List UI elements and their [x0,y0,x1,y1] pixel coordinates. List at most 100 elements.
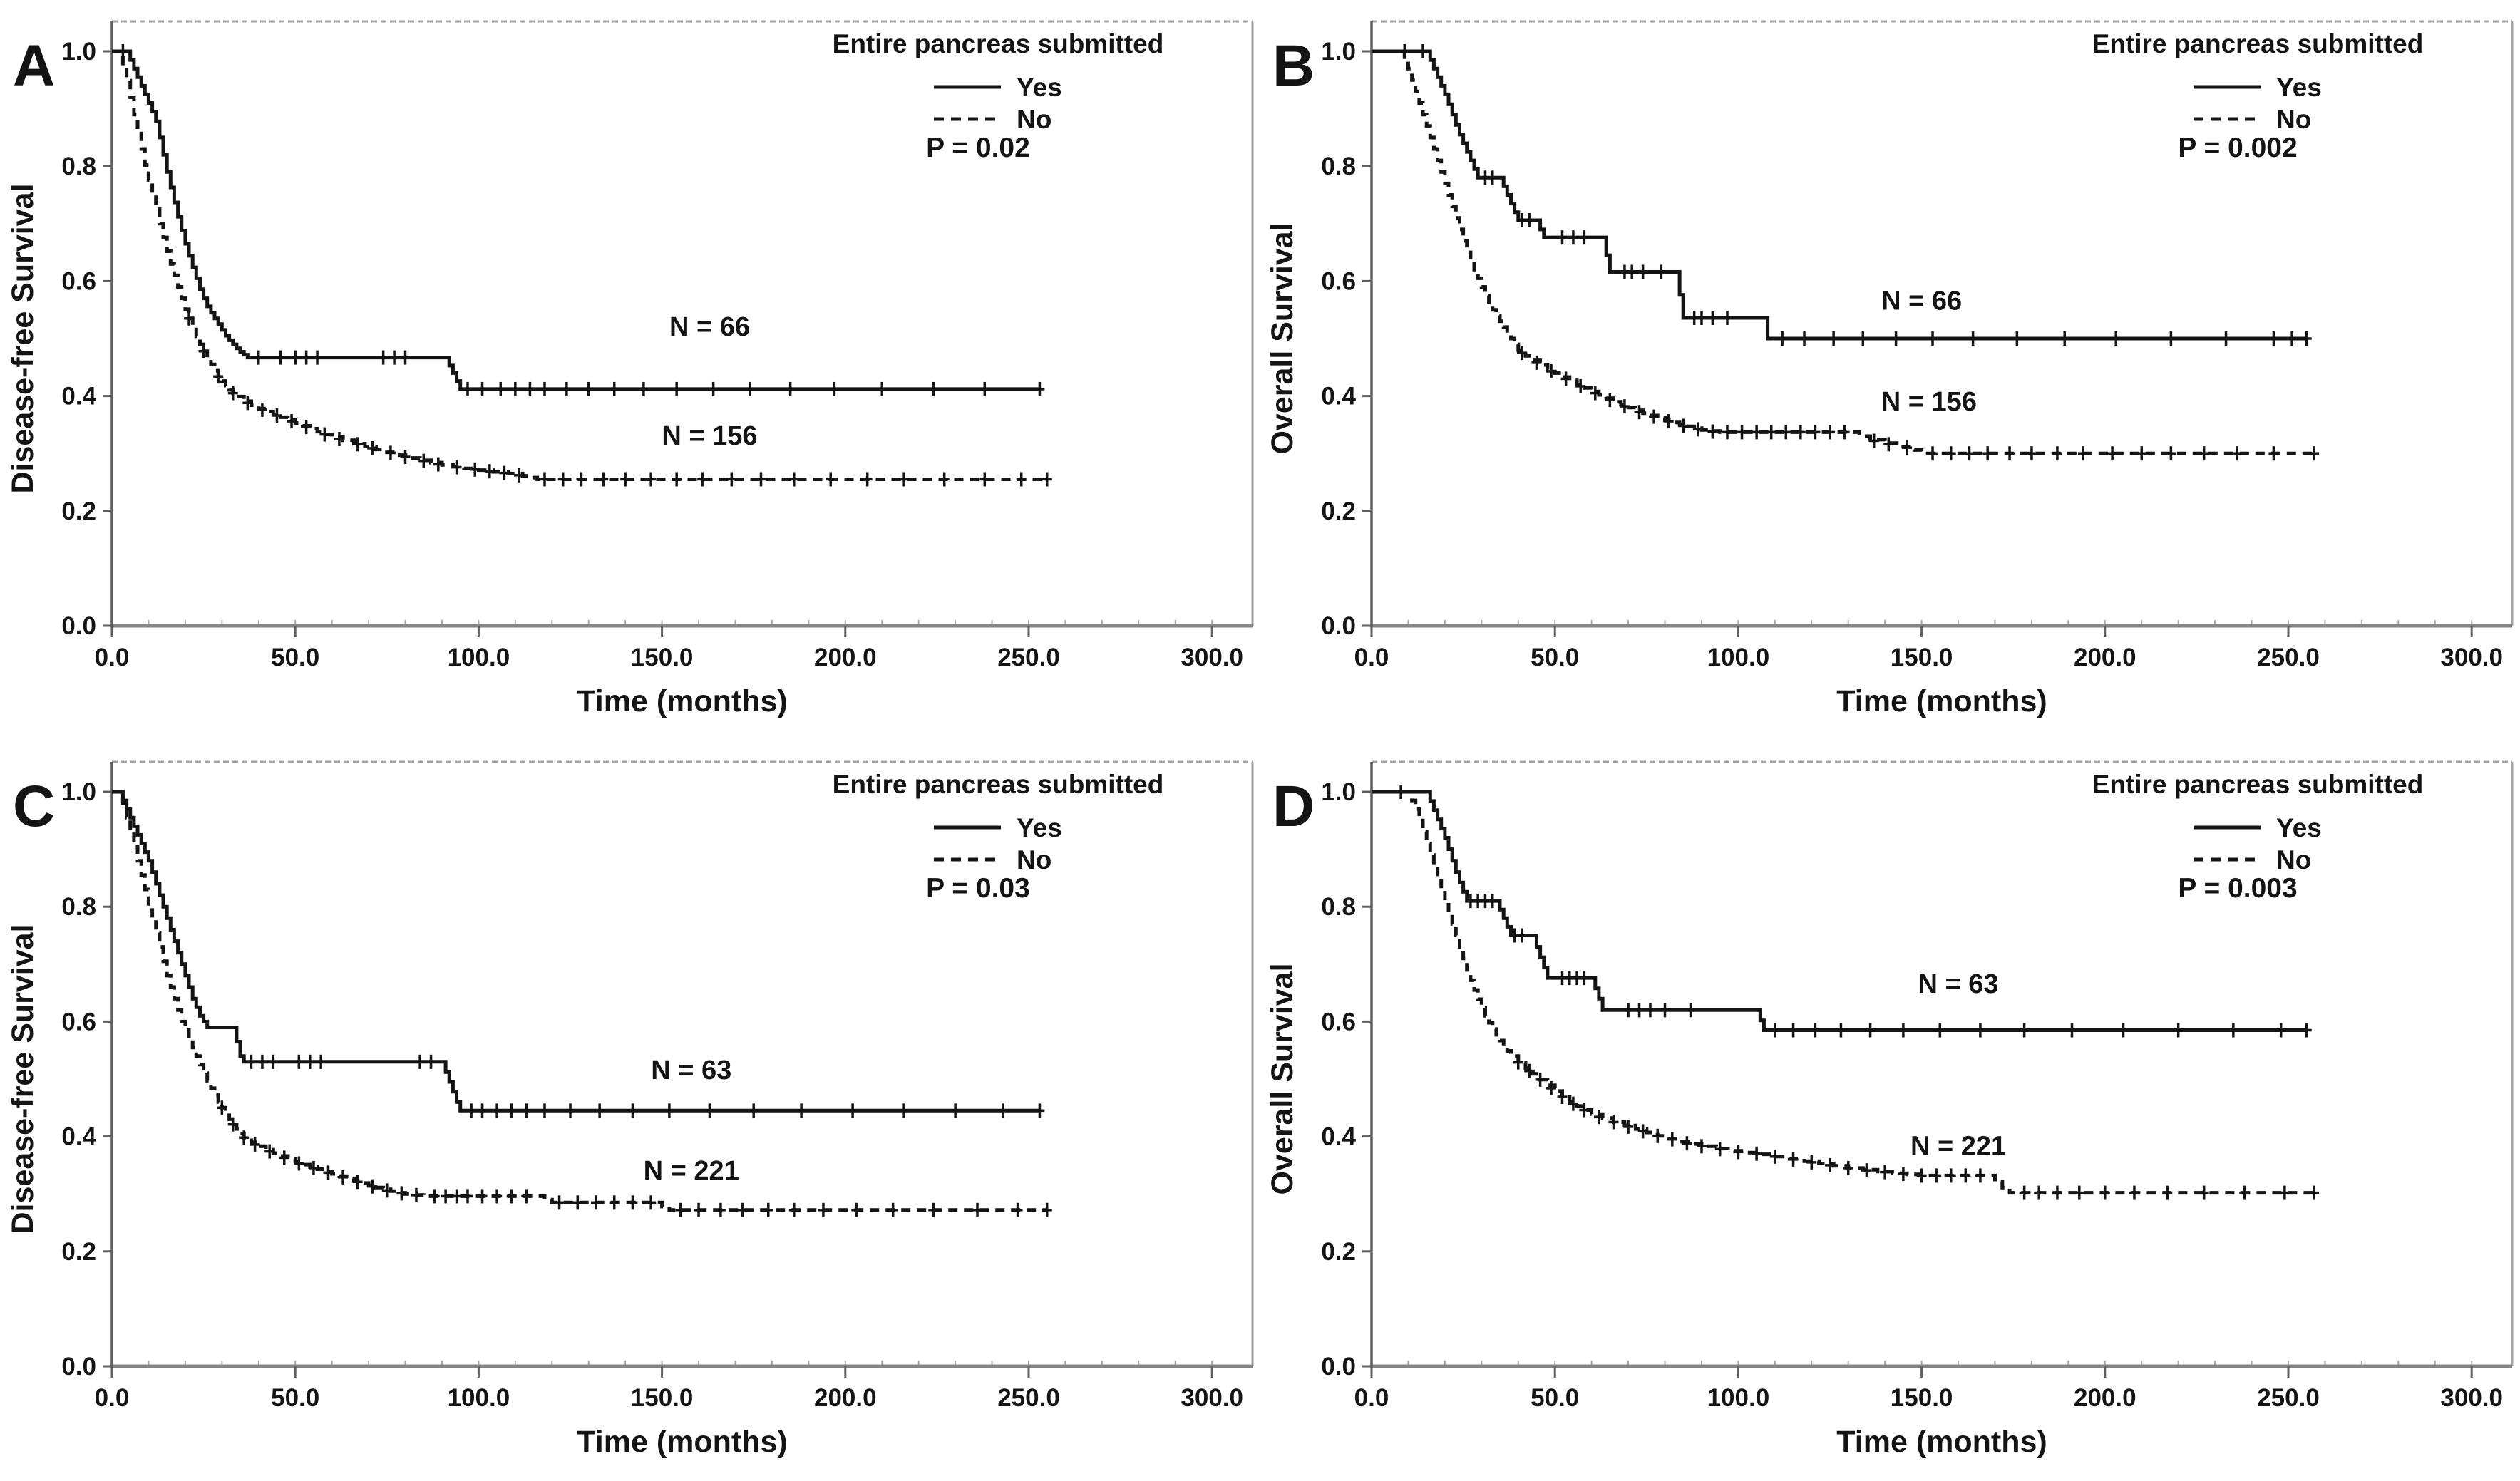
y-tick-label: 1.0 [61,38,96,66]
survival-panel-B: 0.0 0.2 0.4 0.6 0.8 1.0 0.0 50.0 100.0 150.0 200.0… [1265,20,2514,718]
x-axis-ticks: 0.0 50.0 100.0 150.0 200.0 250.0 300.0 [95,626,1243,671]
n-count-label: N = 66 [1881,287,1962,316]
n-count-label: N = 156 [662,421,757,451]
x-axis-ticks: 0.0 50.0 100.0 150.0 200.0 250.0 300.0 [1354,1366,2503,1412]
x-tick-label: 50.0 [1531,1384,1579,1412]
x-tick-label: 50.0 [271,1384,319,1412]
y-tick-label: 0.4 [61,383,96,411]
x-axis-ticks: 0.0 50.0 100.0 150.0 200.0 250.0 300.0 [1354,626,2503,671]
x-axis-title: Time (months) [1836,1425,2047,1459]
x-tick-label: 300.0 [2440,1384,2503,1412]
legend: Entire pancreas submitted Yes NoP = 0.03 [833,770,1164,904]
km-line-yes [1372,790,2307,1032]
y-tick-label: 0.6 [61,267,96,295]
km-curve-no [112,49,1047,481]
survival-panel-C: 0.0 0.2 0.4 0.6 0.8 1.0 0.0 50.0 100.0 150.0 200.0… [6,760,1254,1459]
x-tick-label: 0.0 [95,1384,130,1412]
y-tick-label: 0.6 [1321,1008,1356,1036]
censor-marks-yes [118,44,1045,396]
x-tick-label: 300.0 [2440,644,2503,671]
legend: Entire pancreas submitted Yes NoP = 0.02 [833,29,1164,163]
legend-label-yes: Yes [1017,813,1062,842]
y-tick-label: 0.2 [61,1238,96,1266]
km-line-no [112,790,1047,1212]
km-line-yes [112,790,1040,1113]
y-tick-label: 1.0 [1321,38,1356,66]
y-axis-ticks: 0.0 0.2 0.4 0.6 0.8 1.0 [1321,778,1372,1381]
km-line-no [1372,49,2314,455]
legend-title: Entire pancreas submitted [833,770,1164,799]
x-tick-label: 0.0 [1354,1384,1389,1412]
x-tick-label: 100.0 [1707,1384,1770,1412]
y-axis-title: Overall Survival [1265,222,1300,454]
x-tick-label: 300.0 [1181,644,1243,671]
y-tick-label: 0.0 [61,1353,96,1381]
censor-marks-no [1513,1055,2320,1200]
panel-letter: B [1272,33,1315,98]
x-tick-label: 250.0 [997,644,1060,671]
km-curve-yes [1372,49,2307,341]
km-line-yes [1372,49,2307,341]
x-axis-title: Time (months) [1836,684,2047,718]
km-curve-yes [112,49,1040,391]
y-tick-label: 0.6 [1321,267,1356,295]
y-axis-title: Overall Survival [1265,963,1300,1194]
y-axis-title: Disease-free Survival [6,183,40,493]
y-tick-label: 0.0 [61,612,96,640]
y-tick-label: 0.2 [1321,497,1356,525]
legend-label-no: No [1017,845,1051,874]
y-axis-ticks: 0.0 0.2 0.4 0.6 0.8 1.0 [61,38,112,640]
y-tick-label: 0.8 [61,153,96,180]
x-tick-label: 200.0 [814,1384,877,1412]
x-tick-label: 300.0 [1181,1384,1243,1412]
y-tick-label: 0.0 [1321,612,1356,640]
legend-title: Entire pancreas submitted [2092,29,2424,58]
legend-label-no: No [1017,105,1051,134]
legend-title: Entire pancreas submitted [833,29,1164,58]
x-tick-label: 250.0 [2257,644,2320,671]
legend-label-yes: Yes [1017,73,1062,102]
x-tick-label: 200.0 [814,644,877,671]
legend: Entire pancreas submitted Yes NoP = 0.003 [2092,770,2424,904]
x-tick-label: 50.0 [1531,644,1579,671]
x-tick-label: 250.0 [997,1384,1060,1412]
y-tick-label: 0.0 [1321,1353,1356,1381]
km-curve-no [112,790,1047,1212]
p-value-label: P = 0.03 [926,873,1030,904]
panel-letter: A [13,33,55,98]
x-axis-title: Time (months) [577,1425,787,1459]
x-tick-label: 0.0 [1354,644,1389,671]
x-tick-label: 250.0 [2257,1384,2320,1412]
n-count-label: N = 221 [1910,1131,2006,1161]
p-value-label: P = 0.02 [926,133,1030,163]
legend-label-yes: Yes [2276,73,2322,102]
x-tick-label: 150.0 [1891,644,1953,671]
y-tick-label: 0.8 [1321,893,1356,921]
legend: Entire pancreas submitted Yes NoP = 0.002 [2092,29,2424,163]
x-tick-label: 50.0 [271,644,319,671]
censor-marks-no [217,1100,1052,1217]
y-tick-label: 0.4 [1321,1123,1356,1151]
y-tick-label: 0.4 [61,1123,96,1151]
km-line-yes [112,49,1040,391]
panel-letter: C [13,774,55,839]
p-value-label: P = 0.003 [2178,873,2297,904]
n-count-label: N = 156 [1881,387,1977,417]
panel-letter: D [1272,774,1315,839]
x-tick-label: 150.0 [631,644,694,671]
censor-marks-yes [1399,44,2312,346]
x-tick-label: 0.0 [95,644,130,671]
y-tick-label: 0.4 [1321,383,1356,411]
censor-marks-yes [246,1054,1045,1118]
x-tick-label: 150.0 [1891,1384,1953,1412]
x-tick-label: 200.0 [2074,1384,2136,1412]
p-value-label: P = 0.002 [2178,133,2297,163]
legend-label-no: No [2276,105,2311,134]
x-tick-label: 100.0 [448,1384,510,1412]
x-tick-label: 100.0 [1707,644,1770,671]
y-tick-label: 1.0 [1321,778,1356,806]
censor-marks-no [184,311,1052,487]
km-line-no [112,49,1047,481]
n-count-label: N = 63 [651,1056,731,1085]
